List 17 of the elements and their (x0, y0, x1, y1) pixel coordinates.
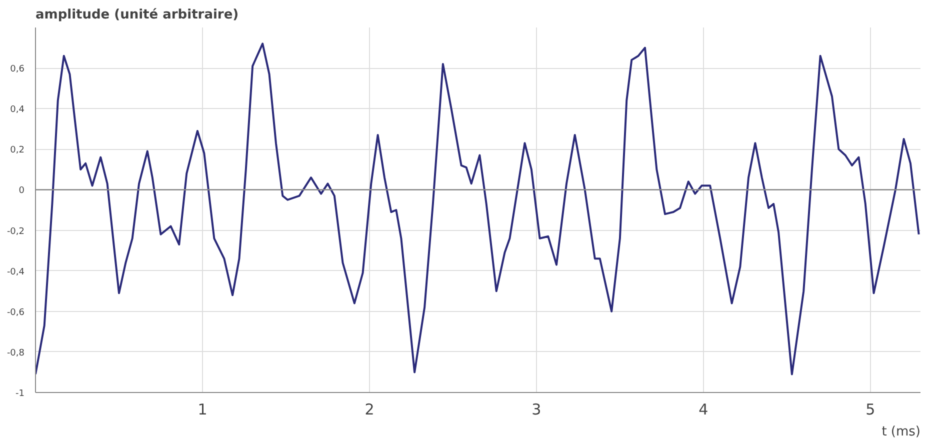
y-tick-label: -0,4 (6, 267, 25, 278)
x-tick-label: 1 (198, 400, 208, 418)
x-tick-label: 2 (364, 400, 374, 418)
y-tick-label: -0,2 (6, 226, 24, 237)
x-tick-label: 5 (866, 400, 876, 418)
y-tick-label: 0,2 (10, 146, 25, 156)
y-tick-label: 0 (18, 186, 25, 196)
x-tick-label: 3 (532, 400, 542, 418)
x-axis-title: t (ms) (882, 424, 921, 440)
y-tick-label: -0,8 (6, 348, 25, 358)
x-tick-label: 4 (698, 400, 708, 418)
line-series (36, 42, 920, 376)
y-tick-label: -0,6 (6, 308, 25, 318)
y-axis-title: amplitude (unité arbitraire) (36, 8, 239, 22)
y-tick-label: 0,6 (10, 64, 25, 75)
y-tick-label: 0,4 (10, 105, 25, 116)
y-tick-label: -1 (16, 389, 25, 399)
